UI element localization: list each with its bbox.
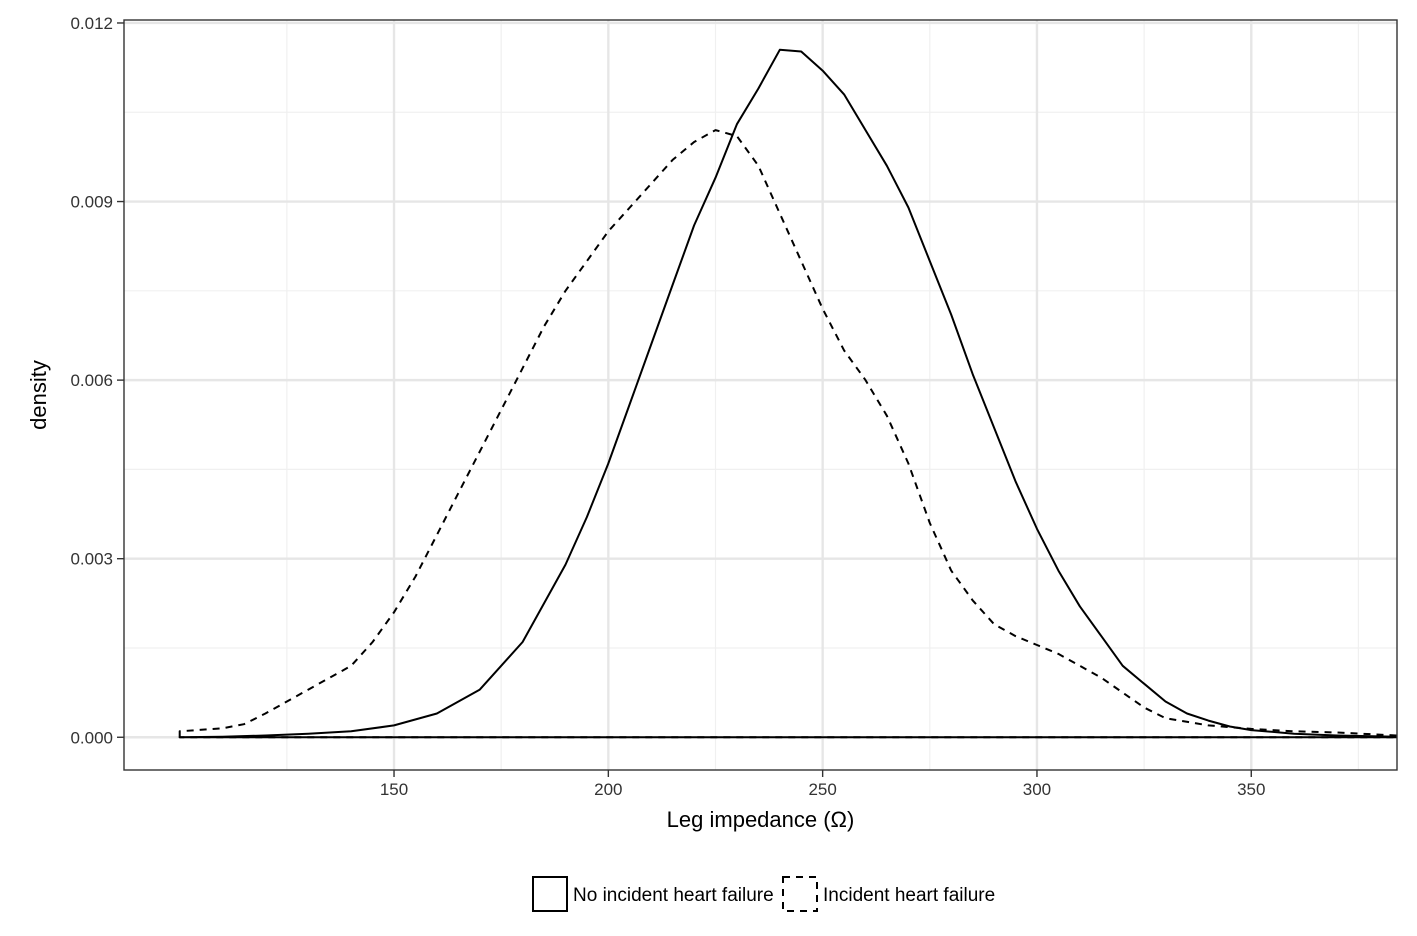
x-axis-title: Leg impedance (Ω) xyxy=(667,807,855,832)
legend-key-2 xyxy=(782,876,818,912)
y-axis-title: density xyxy=(26,360,51,430)
y-tick-label: 0.000 xyxy=(70,728,113,747)
x-tick-label: 250 xyxy=(808,780,836,799)
panel-border xyxy=(123,19,1398,771)
legend-label-2: Incident heart failure xyxy=(823,885,995,906)
x-tick-label: 200 xyxy=(594,780,622,799)
legend-key-1 xyxy=(532,876,568,912)
legend: No incident heart failure Incident heart … xyxy=(532,876,995,912)
y-tick-label: 0.009 xyxy=(70,193,113,212)
x-tick-label: 150 xyxy=(380,780,408,799)
y-axis-tick-labels: 0.000 0.003 0.006 0.009 0.012 xyxy=(70,14,113,747)
x-axis-tick-labels: 150 200 250 300 350 xyxy=(380,780,1266,799)
y-tick-label: 0.003 xyxy=(70,550,113,569)
series-line-2 xyxy=(178,129,1397,739)
x-tick-label: 300 xyxy=(1023,780,1051,799)
y-tick-label: 0.006 xyxy=(70,371,113,390)
minor-gridlines xyxy=(124,20,1397,770)
series-line-1 xyxy=(178,48,1397,739)
density-curves xyxy=(178,48,1397,739)
legend-label-1: No incident heart failure xyxy=(573,885,774,906)
x-tick-label: 350 xyxy=(1237,780,1265,799)
major-gridlines xyxy=(124,20,1397,770)
y-tick-label: 0.012 xyxy=(70,14,113,33)
axis-ticks xyxy=(117,22,1252,777)
